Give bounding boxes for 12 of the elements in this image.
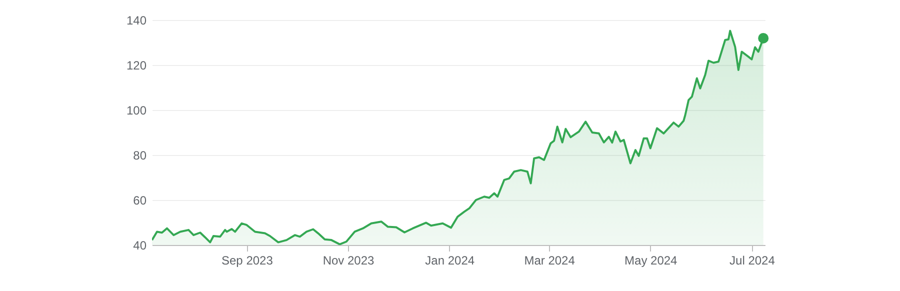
x-tick-label: Jul 2024 (730, 254, 776, 268)
x-tick-label: Nov 2023 (322, 254, 375, 268)
y-tick-label: 80 (133, 148, 147, 162)
y-tick-label: 100 (126, 104, 147, 118)
x-tick-label: Sep 2023 (221, 254, 274, 268)
y-tick-label: 120 (126, 58, 147, 72)
x-tick-label: Jan 2024 (425, 254, 475, 268)
x-tick-label: Mar 2024 (524, 254, 576, 268)
y-tick-label: 140 (126, 14, 147, 28)
y-tick-label: 60 (133, 194, 147, 208)
y-tick-label: 40 (133, 238, 147, 252)
x-tick-label: May 2024 (624, 254, 678, 268)
